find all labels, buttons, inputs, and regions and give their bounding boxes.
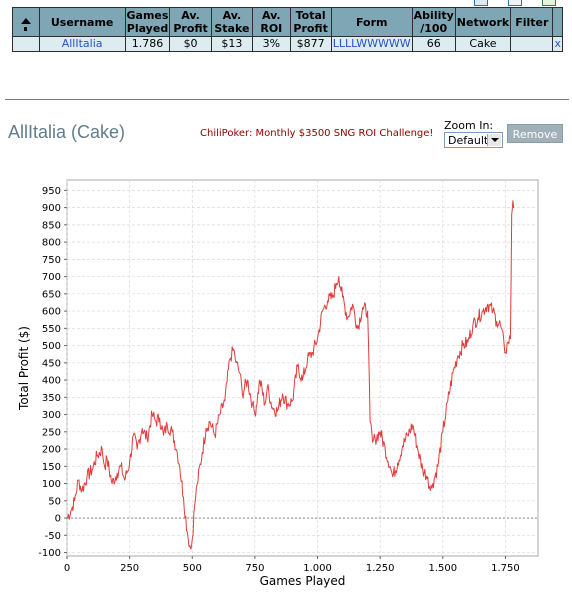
y-tick-label: 700 <box>42 272 61 283</box>
plot-area <box>66 179 539 557</box>
chevron-down-icon[interactable] <box>487 134 501 146</box>
y-tick-label: -50 <box>45 531 61 542</box>
promo-link[interactable]: ChiliPoker: Monthly $3500 SNG ROI Challe… <box>200 128 434 139</box>
x-tick-label: 1.500 <box>428 563 457 574</box>
profit-series-line <box>66 200 515 550</box>
col-games-played[interactable]: Games Played <box>124 7 171 37</box>
y-tick-label: 100 <box>42 479 61 490</box>
zoom-select-value: Default <box>448 134 489 147</box>
x-tick-label: 1.000 <box>303 563 332 574</box>
x-tick-label: 250 <box>120 563 139 574</box>
zoom-select[interactable]: Default <box>444 132 503 148</box>
y-tick-label: 450 <box>42 358 61 369</box>
page-title: AllItalia (Cake) <box>8 122 126 142</box>
refresh-icon[interactable] <box>542 0 556 6</box>
y-tick-label: 600 <box>42 307 61 318</box>
x-tick-label: 1.750 <box>491 563 520 574</box>
remove-row-link[interactable]: x <box>554 37 561 50</box>
profit-chart: -100 -50 0 50 100 150 200 250 300 350 400 450 500 550… <box>17 179 539 588</box>
y-axis-label: Total Profit ($) <box>17 326 31 411</box>
y-tick-label: 200 <box>42 445 61 456</box>
ability-cell: 66 <box>411 36 456 52</box>
y-tick-label: 850 <box>42 220 61 231</box>
zoom-label: Zoom In: <box>444 119 494 132</box>
games-played-cell: 1.786 <box>124 36 171 52</box>
y-tick-label: 550 <box>42 324 61 335</box>
y-tick-label: 500 <box>42 341 61 352</box>
remove-row-cell: x <box>552 36 563 52</box>
table-header-row: Username Games Played Av. Profit Av. Stake … <box>12 7 563 37</box>
y-tick-label: 250 <box>42 427 61 438</box>
y-tick-label: 0 <box>55 514 61 525</box>
col-username[interactable]: Username <box>38 7 126 37</box>
x-axis-label: Games Played <box>260 574 346 588</box>
av-stake-cell: $13 <box>210 36 254 52</box>
y-tick-label: 50 <box>48 496 61 507</box>
col-total-profit[interactable]: Total Profit <box>289 7 332 37</box>
col-form[interactable]: Form <box>330 7 413 37</box>
sort-column-header[interactable] <box>12 7 40 37</box>
username-cell: AllItalia <box>38 36 126 52</box>
export-icon[interactable] <box>474 0 488 6</box>
av-profit-cell: $0 <box>169 36 212 52</box>
y-tick-label: -100 <box>38 548 61 559</box>
save-icon[interactable] <box>508 0 522 6</box>
section-divider <box>5 99 569 100</box>
player-stats-table: Username Games Played Av. Profit Av. Stake … <box>12 7 563 52</box>
total-profit-cell: $877 <box>289 36 332 52</box>
filter-cell[interactable] <box>510 36 554 52</box>
toolbar-icons <box>470 0 572 6</box>
x-tick-label: 0 <box>64 563 70 574</box>
av-roi-cell: 3% <box>252 36 291 52</box>
x-tick-label: 1.250 <box>366 563 395 574</box>
form-link[interactable]: LLLLWWWWW <box>332 37 411 50</box>
y-tick-label: 650 <box>42 289 61 300</box>
col-av-stake[interactable]: Av. Stake <box>210 7 254 37</box>
col-ability[interactable]: Ability/100 <box>411 7 456 37</box>
network-cell: Cake <box>454 36 512 52</box>
col-filter[interactable]: Filter <box>510 7 554 37</box>
row-sort-cell <box>12 36 40 52</box>
table-row: AllItalia 1.786 $0 $13 3% $877 LLLLWWWWW… <box>12 36 563 52</box>
remove-button[interactable]: Remove <box>507 124 563 143</box>
y-tick-label: 300 <box>42 410 61 421</box>
form-cell: LLLLWWWWW <box>330 36 413 52</box>
y-tick-label: 150 <box>42 462 61 473</box>
username-link[interactable]: AllItalia <box>61 37 103 50</box>
y-tick-label: 750 <box>42 255 61 266</box>
x-tick-label: 500 <box>183 563 202 574</box>
y-tick-label: 800 <box>42 238 61 249</box>
sort-arrow-icon[interactable] <box>14 14 38 31</box>
col-remove <box>552 7 563 37</box>
y-tick-label: 950 <box>42 186 61 197</box>
y-tick-label: 900 <box>42 203 61 214</box>
col-av-roi[interactable]: Av. ROI <box>252 7 291 37</box>
col-network[interactable]: Network <box>454 7 512 37</box>
x-tick-label: 750 <box>245 563 264 574</box>
y-tick-label: 400 <box>42 376 61 387</box>
col-av-profit[interactable]: Av. Profit <box>169 7 212 37</box>
y-tick-label: 350 <box>42 393 61 404</box>
